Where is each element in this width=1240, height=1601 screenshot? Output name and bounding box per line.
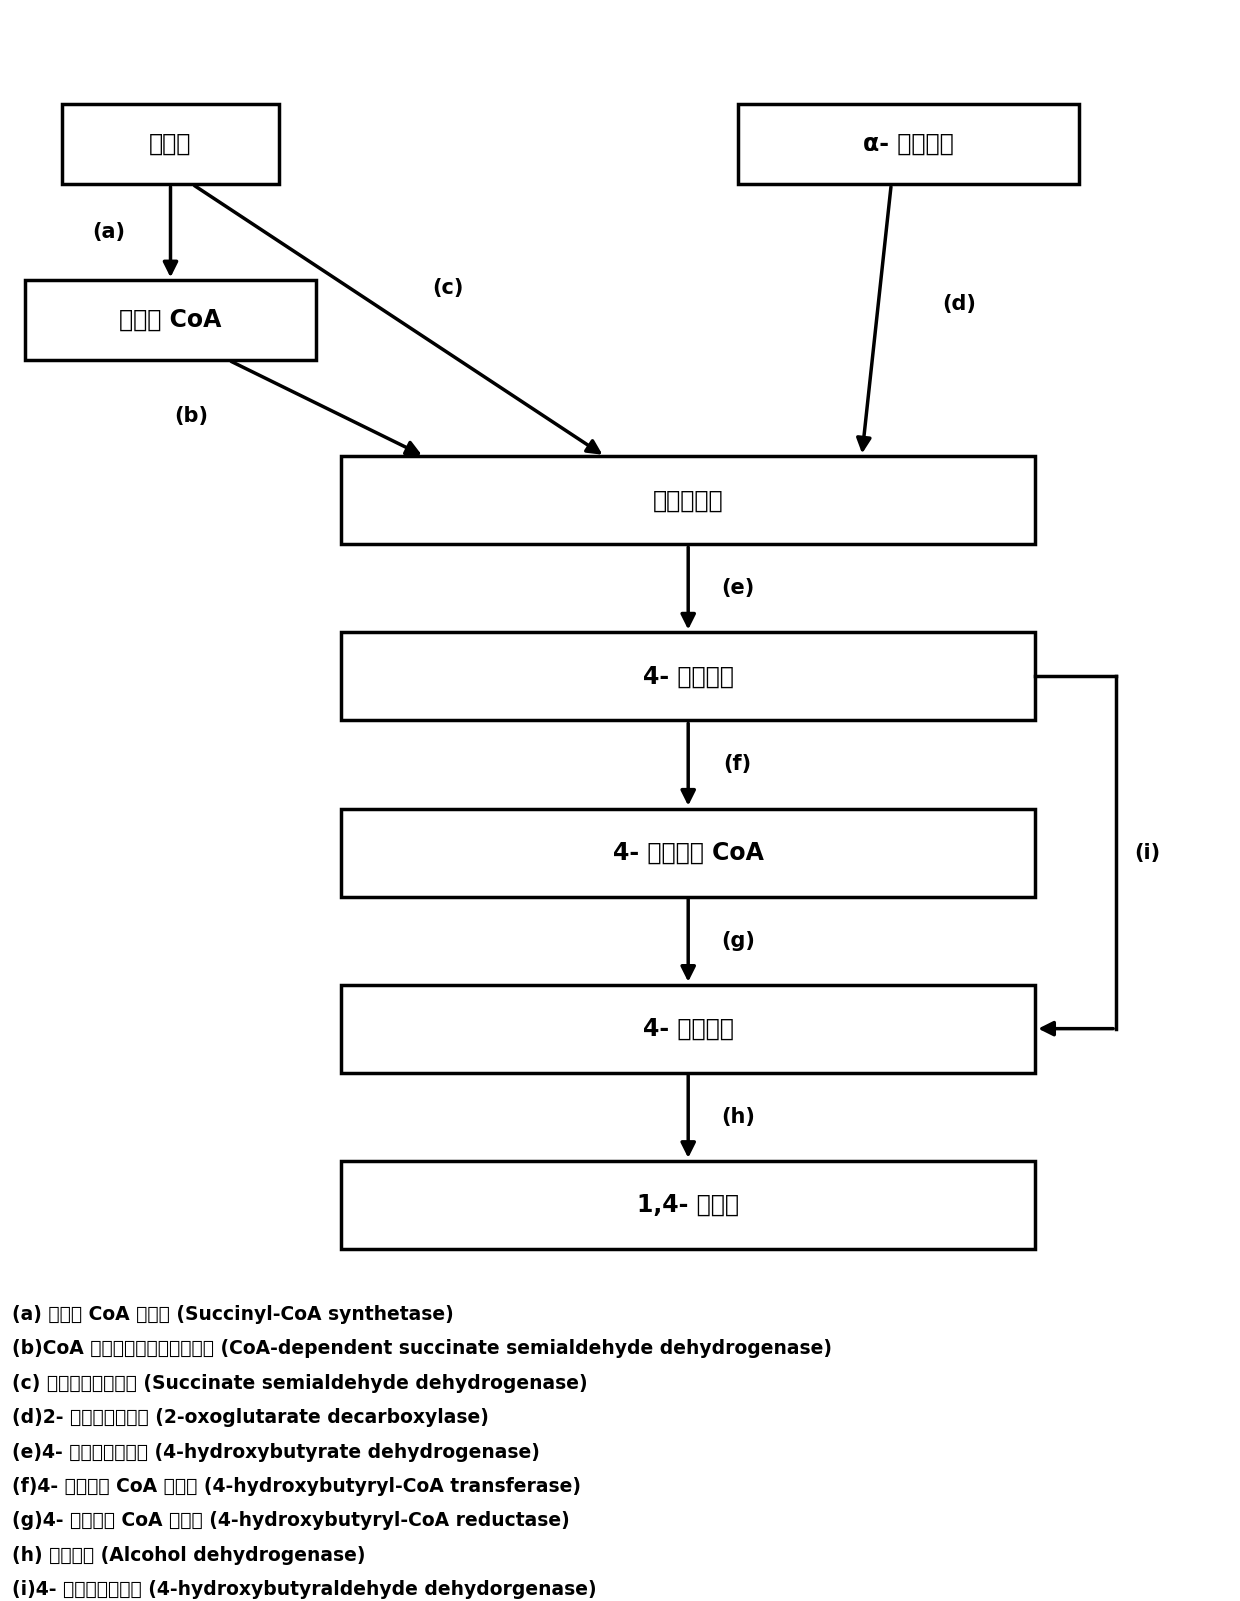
Text: (a): (a) — [92, 223, 125, 242]
Bar — [738, 104, 1079, 184]
Bar — [341, 809, 1035, 897]
Text: (h): (h) — [720, 1106, 755, 1127]
Text: (d)2- 酮戊二酸脱羧酶 (2-oxoglutarate decarboxylase): (d)2- 酮戊二酸脱羧酶 (2-oxoglutarate decarboxyl… — [12, 1409, 490, 1426]
Bar — [341, 1161, 1035, 1249]
Text: (f)4- 羟基丁酸 CoA 转移酶 (4-hydroxybutyryl-CoA transferase): (f)4- 羟基丁酸 CoA 转移酶 (4-hydroxybutyryl-CoA… — [12, 1476, 582, 1495]
Text: 4- 羟基丁酸 CoA: 4- 羟基丁酸 CoA — [613, 841, 764, 865]
Bar — [341, 456, 1035, 544]
Bar — [62, 104, 279, 184]
Text: (b)CoA 依赖型琥珀酸半醛脱氢酶 (CoA-dependent succinate semialdehyde dehydrogenase): (b)CoA 依赖型琥珀酸半醛脱氢酶 (CoA-dependent succin… — [12, 1338, 832, 1358]
Text: α- 酮戊二酸: α- 酮戊二酸 — [863, 133, 954, 155]
Text: (c) 琥珀酸半醛脱氢酶 (Succinate semialdehyde dehydrogenase): (c) 琥珀酸半醛脱氢酶 (Succinate semialdehyde deh… — [12, 1374, 588, 1393]
Bar — [341, 985, 1035, 1073]
Text: (i)4- 羟基丁醛脱氢酶 (4-hydroxybutyraldehyde dehydorgenase): (i)4- 羟基丁醛脱氢酶 (4-hydroxybutyraldehyde de… — [12, 1580, 596, 1599]
Bar — [341, 632, 1035, 720]
Text: 4- 羟基丁醛: 4- 羟基丁醛 — [642, 1017, 734, 1041]
Text: (g)4- 羟基丁酸 CoA 还原酶 (4-hydroxybutyryl-CoA reductase): (g)4- 羟基丁酸 CoA 还原酶 (4-hydroxybutyryl-CoA… — [12, 1511, 570, 1531]
Text: (f): (f) — [724, 754, 751, 775]
Text: (c): (c) — [433, 279, 464, 298]
Text: (b): (b) — [175, 407, 208, 426]
Text: (e): (e) — [722, 578, 754, 599]
Text: (g): (g) — [720, 930, 755, 951]
Text: (e)4- 羟基丁酸脱氢酶 (4-hydroxybutyrate dehydrogenase): (e)4- 羟基丁酸脱氢酶 (4-hydroxybutyrate dehydro… — [12, 1443, 541, 1462]
Text: 琥珀酸半醛: 琥珀酸半醛 — [653, 488, 723, 512]
Text: 琥珀酰 CoA: 琥珀酰 CoA — [119, 309, 222, 331]
Text: (h) 醇脱氢酶 (Alcohol dehydrogenase): (h) 醇脱氢酶 (Alcohol dehydrogenase) — [12, 1547, 366, 1564]
Text: 4- 羟基丁酸: 4- 羟基丁酸 — [642, 664, 734, 688]
Text: (d): (d) — [942, 295, 976, 314]
Text: 琥珀酸: 琥珀酸 — [149, 133, 192, 155]
Bar — [25, 280, 316, 360]
Text: (a) 琥珀酰 CoA 合成酶 (Succinyl-CoA synthetase): (a) 琥珀酰 CoA 合成酶 (Succinyl-CoA synthetase… — [12, 1305, 454, 1324]
Text: (i): (i) — [1133, 842, 1161, 863]
Text: 1,4- 丁二醇: 1,4- 丁二醇 — [637, 1193, 739, 1217]
